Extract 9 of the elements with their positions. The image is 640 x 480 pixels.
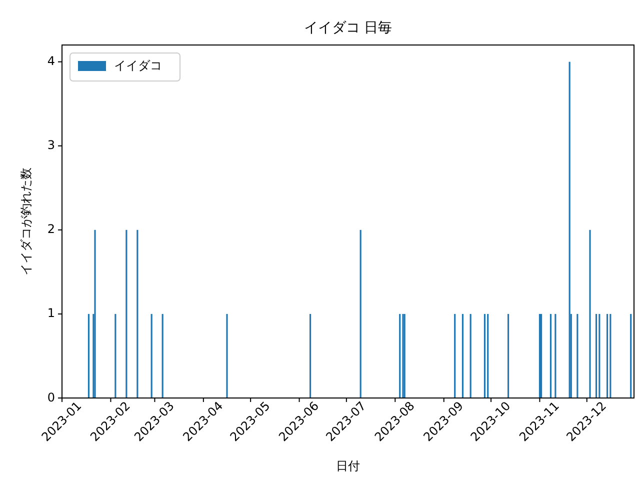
y-axis-title: イイダコが釣れた数	[19, 168, 33, 276]
x-axis-title: 日付	[336, 459, 360, 473]
chart-title: イイダコ 日毎	[304, 20, 392, 36]
legend-label: イイダコ	[114, 58, 162, 72]
y-tick-label: 1	[47, 306, 55, 320]
y-tick-label: 3	[47, 138, 55, 152]
y-tick-label: 0	[47, 390, 55, 404]
y-tick-label: 4	[47, 54, 55, 68]
y-tick-label: 2	[47, 222, 55, 236]
